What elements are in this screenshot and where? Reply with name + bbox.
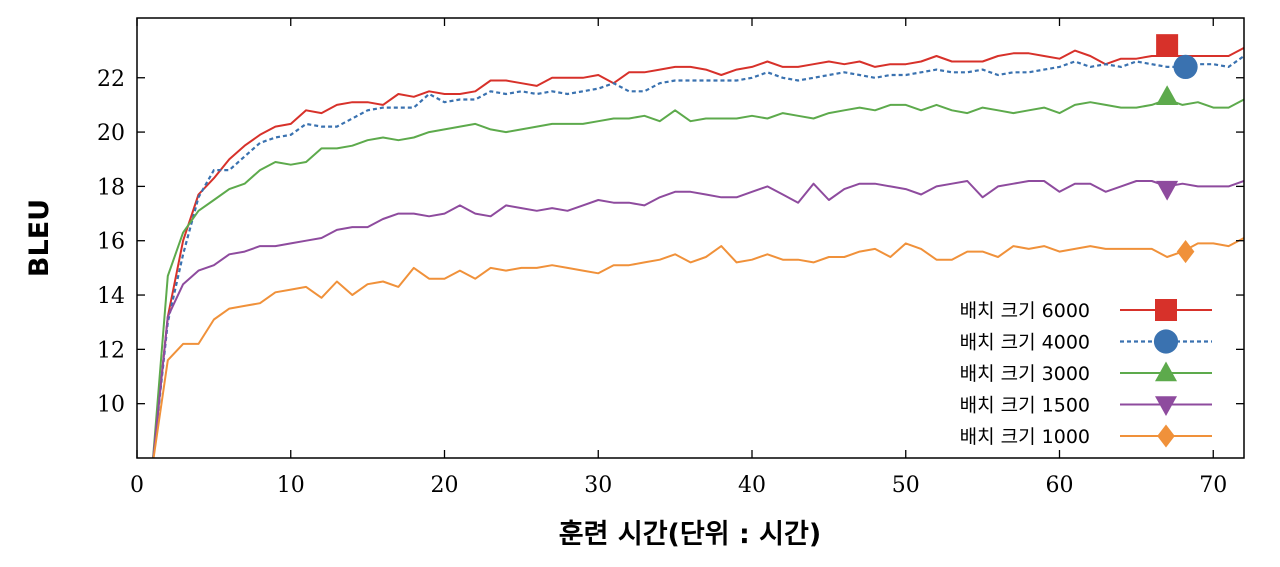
y-tick-label: 20 — [97, 121, 125, 146]
series-line-3 — [152, 180, 1244, 458]
y-tick-label: 22 — [97, 67, 125, 92]
series-lines — [152, 47, 1244, 458]
series-marker-1 — [1173, 54, 1198, 79]
legend-label-0: 배치 크기 6000 — [960, 300, 1090, 322]
x-tick-label: 50 — [892, 473, 920, 498]
series-line-2 — [152, 98, 1244, 458]
legend: 배치 크기 6000 배치 크기 4000 배치 크기 3000 배치 크기 1500… — [960, 299, 1212, 448]
series-end-markers — [1156, 34, 1198, 264]
x-tick-label: 20 — [431, 473, 459, 498]
series-line-0 — [152, 47, 1244, 458]
y-tick-label: 12 — [97, 338, 125, 363]
series-line-4 — [152, 237, 1244, 458]
legend-marker-4 — [1157, 424, 1175, 448]
legend-label-3: 배치 크기 1500 — [960, 395, 1090, 417]
x-tick-label: 0 — [130, 473, 144, 498]
legend-label-2: 배치 크기 3000 — [960, 363, 1090, 385]
legend-marker-1 — [1153, 329, 1179, 354]
series-marker-2 — [1156, 85, 1179, 106]
legend-label-1: 배치 크기 4000 — [960, 332, 1090, 354]
y-tick-label: 10 — [97, 393, 125, 418]
x-tick-label: 40 — [738, 473, 766, 498]
x-tick-label: 10 — [277, 473, 305, 498]
series-marker-0 — [1156, 34, 1179, 57]
x-axis: 0 10 20 30 40 50 60 70 — [130, 18, 1227, 498]
legend-marker-0 — [1155, 299, 1177, 321]
y-axis-title: BLEU — [24, 199, 55, 277]
y-tick-label: 18 — [97, 175, 125, 200]
x-tick-label: 60 — [1046, 473, 1074, 498]
legend-marker-3 — [1155, 396, 1177, 417]
legend-marker-2 — [1155, 361, 1177, 382]
plot-frame — [136, 17, 1245, 459]
x-axis-title: 훈련 시간(단위 : 시간) — [559, 519, 821, 550]
x-tick-label: 70 — [1199, 473, 1227, 498]
series-marker-3 — [1156, 180, 1179, 201]
y-tick-label: 16 — [97, 230, 125, 255]
y-tick-label: 14 — [97, 284, 125, 309]
series-marker-4 — [1176, 240, 1195, 264]
legend-label-4: 배치 크기 1000 — [960, 426, 1090, 448]
y-axis: 10 12 14 16 18 20 22 — [97, 67, 1244, 418]
x-tick-label: 30 — [584, 473, 612, 498]
